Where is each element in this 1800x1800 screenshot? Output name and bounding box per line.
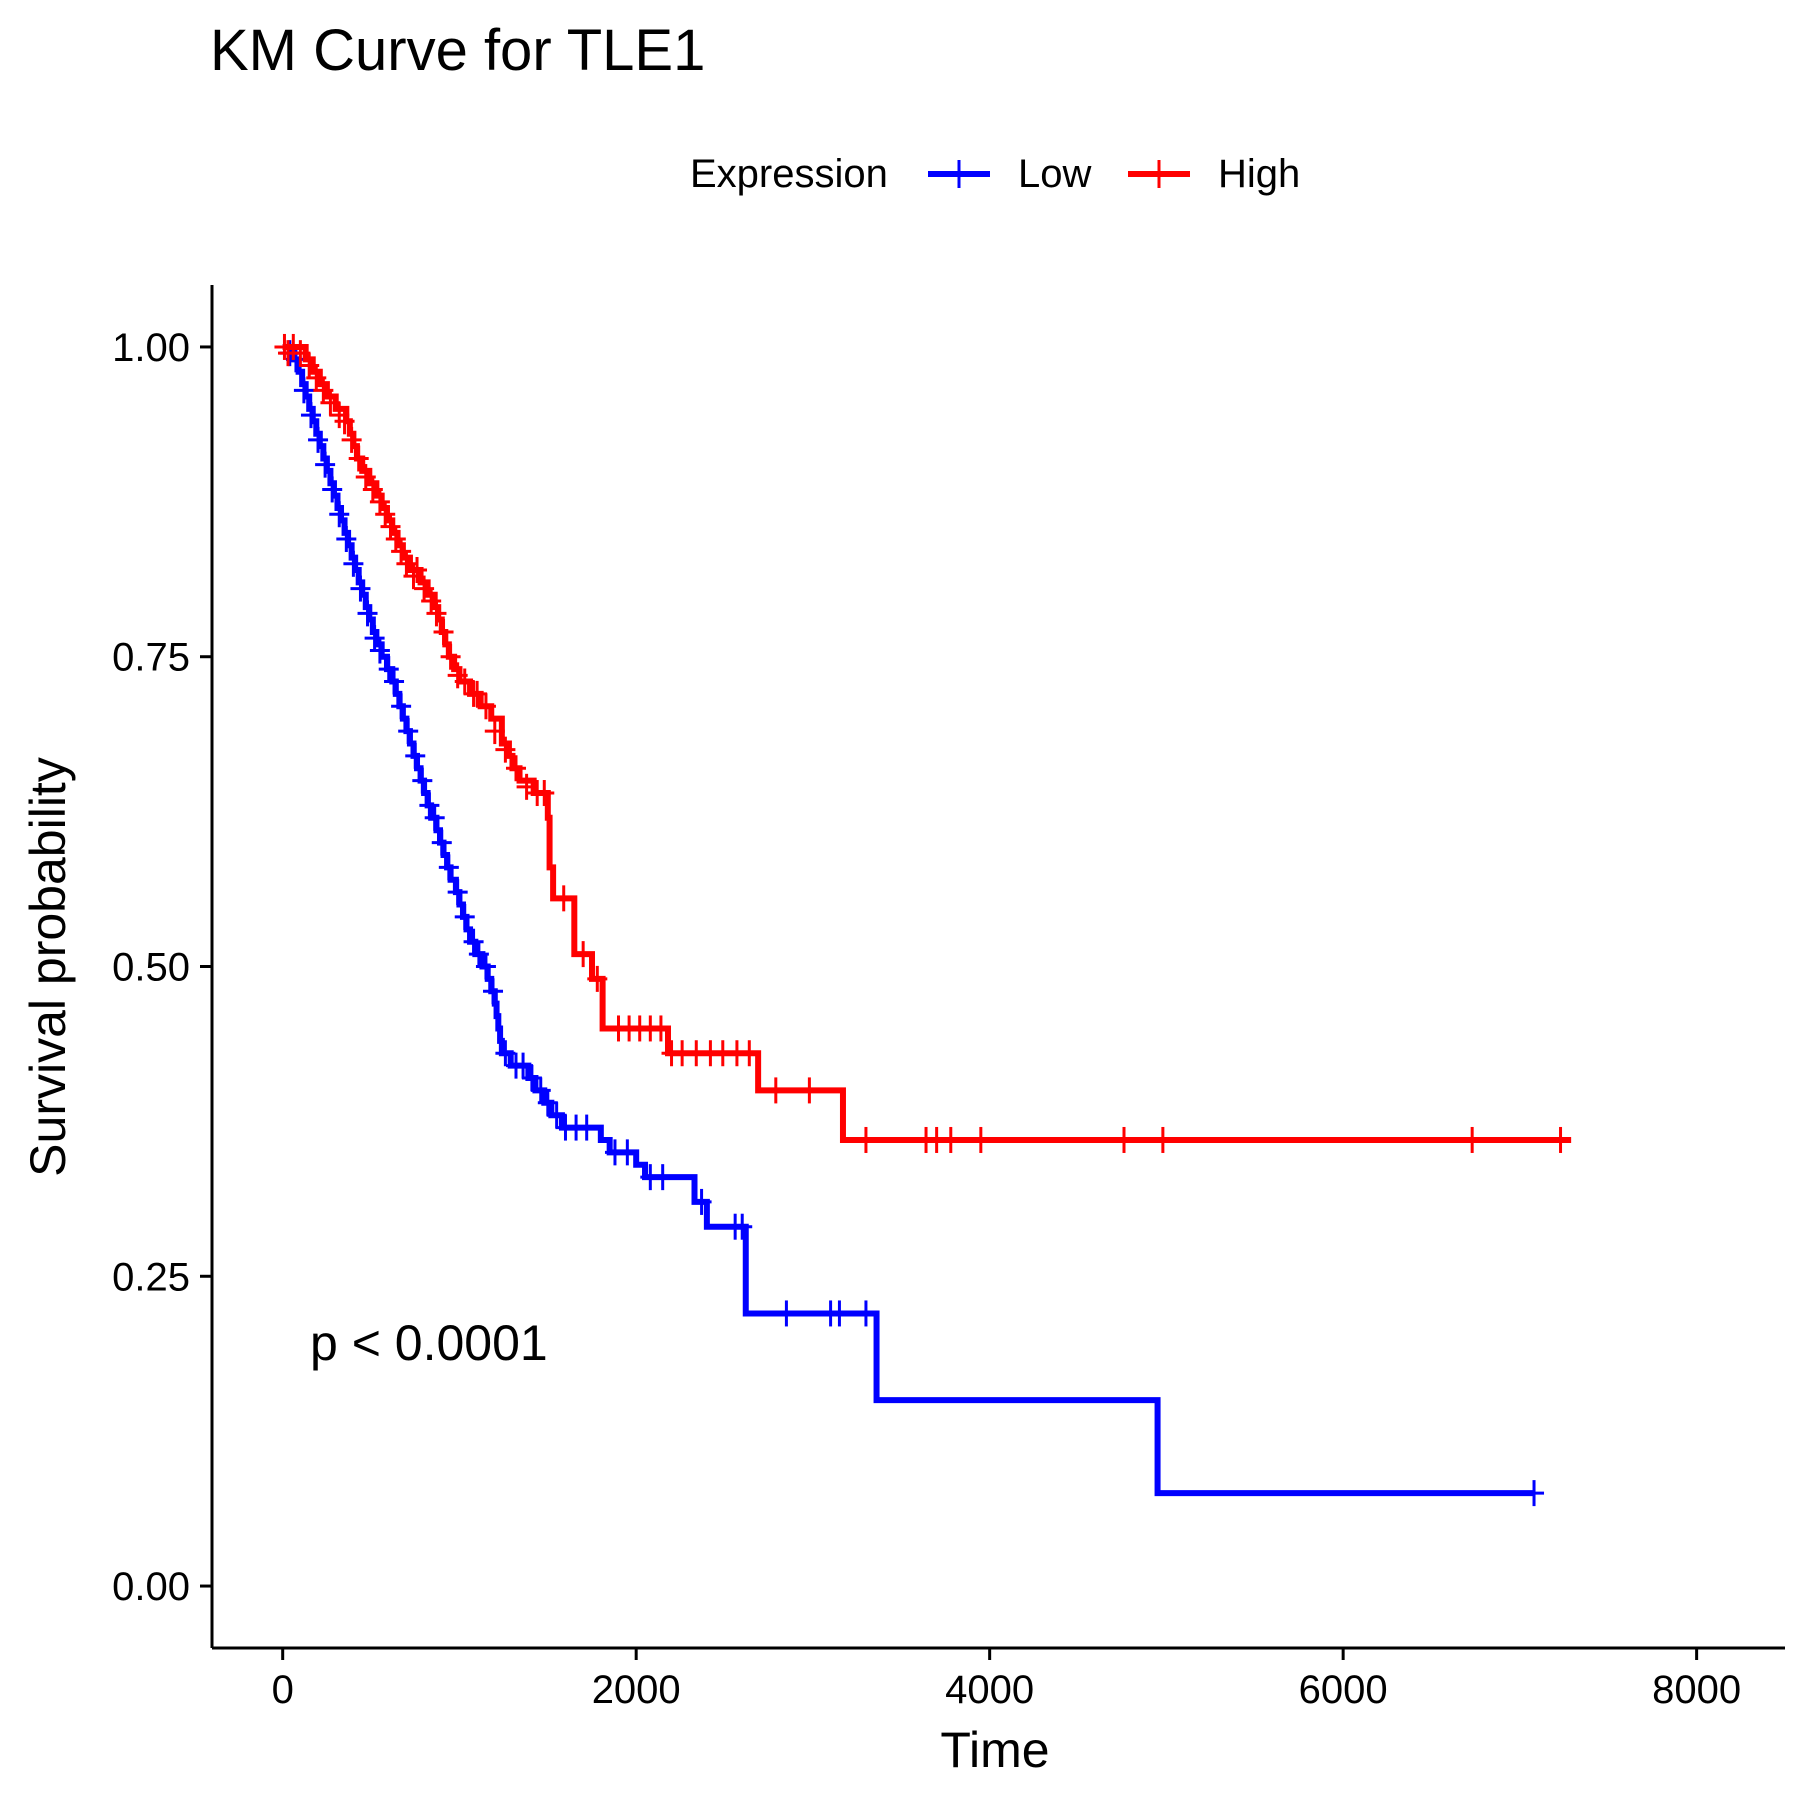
x-tick-label: 8000: [1652, 1668, 1741, 1712]
legend-label-high: High: [1218, 152, 1300, 196]
x-axis-title: Time: [940, 1722, 1049, 1778]
y-tick-label: 0.50: [112, 946, 190, 990]
y-axis-title: Survival probability: [20, 757, 76, 1177]
x-tick-label: 2000: [592, 1668, 681, 1712]
y-tick-label: 0.75: [112, 636, 190, 680]
legend: Expression Low High: [690, 152, 1300, 196]
legend-item-low: Low: [928, 152, 1091, 196]
x-tick-label: 4000: [945, 1668, 1034, 1712]
y-tick-label: 1.00: [112, 326, 190, 370]
y-tick-label: 0.00: [112, 1565, 190, 1609]
chart-title: KM Curve for TLE1: [210, 18, 705, 83]
series-low: [279, 340, 1545, 1507]
x-tick-label: 0: [272, 1668, 294, 1712]
x-axis-ticks: 0 2000 4000 6000 8000: [272, 1648, 1741, 1712]
legend-item-high: High: [1128, 152, 1300, 196]
y-axis-ticks: 0.00 0.25 0.50 0.75 1.00: [112, 326, 212, 1609]
legend-title: Expression: [690, 152, 888, 196]
x-tick-label: 6000: [1299, 1668, 1388, 1712]
series-high: [274, 333, 1572, 1153]
p-value-annotation: p < 0.0001: [310, 1315, 548, 1371]
y-tick-label: 0.25: [112, 1255, 190, 1299]
survival-curve-high: [282, 343, 1572, 1143]
legend-label-low: Low: [1018, 152, 1091, 196]
plot-area: [274, 333, 1572, 1507]
